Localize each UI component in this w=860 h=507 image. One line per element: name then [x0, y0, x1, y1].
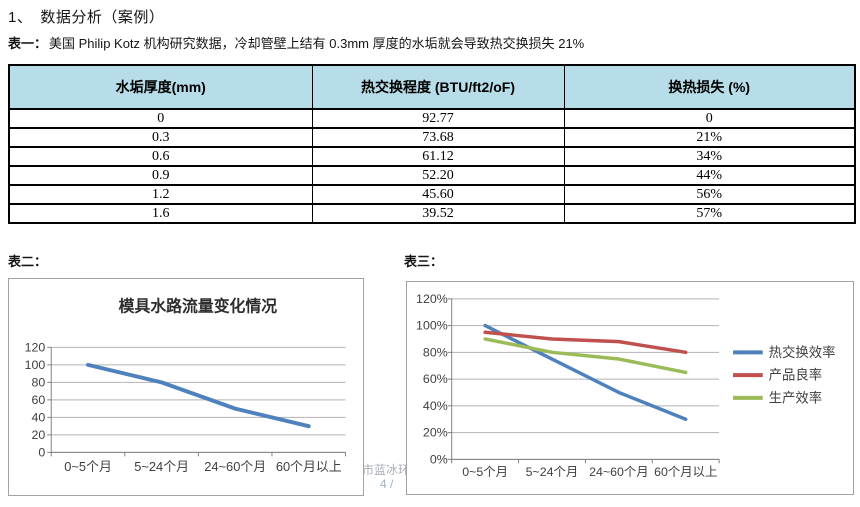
table1-caption: 表一： 美国 Philip Kotz 机构研究数据，冷却管壁上结有 0.3mm 厚… — [8, 33, 584, 52]
col-header-heat-loss: 换热损失 (%) — [563, 64, 856, 110]
efficiency-line-chart: 0% 20% 40% 60% 80% 100% 120% 0~5个月 5~24个月 24~60个月… — [416, 292, 836, 479]
table-cell: 61.12 — [311, 146, 565, 167]
svg-text:24~60个月: 24~60个月 — [589, 465, 649, 479]
table1-caption-text: 美国 Philip Kotz 机构研究数据，冷却管壁上结有 0.3mm 厚度的水… — [49, 36, 585, 51]
svg-text:120%: 120% — [416, 292, 448, 306]
svg-text:60%: 60% — [423, 372, 448, 386]
table-cell: 39.52 — [311, 203, 565, 224]
svg-text:0~5个月: 0~5个月 — [462, 465, 508, 479]
watermark-company-fragment: 市蓝冰环 — [362, 463, 411, 477]
table-cell: 21% — [563, 127, 856, 148]
svg-text:100: 100 — [25, 358, 46, 372]
table-cell: 1.6 — [8, 203, 313, 224]
water-flow-chart-panel: 0 20 40 60 80 100 120 0~5个月 5~24个月 24~60个月 60个月以上 模… — [8, 278, 364, 496]
table-cell: 0.9 — [8, 165, 313, 186]
svg-text:40%: 40% — [423, 399, 448, 413]
table-row: 1.2 45.60 56% — [8, 184, 856, 205]
table-cell: 45.60 — [311, 184, 565, 205]
svg-text:产品良率: 产品良率 — [769, 367, 822, 383]
watermark: 市蓝冰环 4 / — [362, 463, 410, 491]
watermark-page-fragment: 4 / — [380, 477, 394, 491]
svg-text:5~24个月: 5~24个月 — [134, 459, 189, 474]
svg-text:5~24个月: 5~24个月 — [526, 465, 579, 479]
svg-text:0~5个月: 0~5个月 — [64, 459, 112, 474]
table-cell: 52.20 — [311, 165, 565, 186]
page-title: 1、 数据分析（案例） — [8, 9, 165, 26]
col-header-scale-thickness: 水垢厚度(mm) — [8, 64, 313, 110]
svg-text:80: 80 — [32, 375, 46, 389]
svg-text:模具水路流量变化情况: 模具水路流量变化情况 — [119, 297, 278, 316]
table-row: 0.3 73.68 21% — [8, 127, 856, 148]
svg-text:生产效率: 生产效率 — [769, 389, 822, 405]
col-header-heat-exchange-degree: 热交换程度 (BTU/ft2/oF) — [311, 64, 565, 110]
table-cell: 0.3 — [8, 127, 313, 148]
table2-label: 表二： — [8, 254, 48, 269]
svg-text:120: 120 — [25, 340, 46, 354]
table-cell: 56% — [563, 184, 856, 205]
table1-label: 表一： — [8, 36, 48, 51]
table-row: 0.9 52.20 44% — [8, 165, 856, 186]
scale-thickness-table: 水垢厚度(mm) 热交换程度 (BTU/ft2/oF) 换热损失 (%) 0 92… — [8, 64, 856, 224]
table-row: 0.6 61.12 34% — [8, 146, 856, 167]
table-header-row: 水垢厚度(mm) 热交换程度 (BTU/ft2/oF) 换热损失 (%) — [8, 64, 856, 110]
svg-text:20: 20 — [32, 428, 46, 442]
table-row: 0 92.77 0 — [8, 108, 856, 129]
table-cell: 34% — [563, 146, 856, 167]
table-row: 1.6 39.52 57% — [8, 203, 856, 224]
svg-text:20%: 20% — [423, 426, 448, 440]
efficiency-chart-panel: 0% 20% 40% 60% 80% 100% 120% 0~5个月 5~24个月 24~60个月… — [406, 281, 854, 495]
svg-text:60个月以上: 60个月以上 — [276, 459, 342, 474]
svg-text:60个月以上: 60个月以上 — [654, 465, 717, 479]
water-flow-line-chart: 0 20 40 60 80 100 120 0~5个月 5~24个月 24~60个月 60个月以上 模… — [25, 297, 347, 474]
table-cell: 0.6 — [8, 146, 313, 167]
table-cell: 0 — [8, 108, 313, 129]
svg-text:24~60个月: 24~60个月 — [204, 459, 266, 474]
svg-text:100%: 100% — [416, 319, 448, 333]
table-cell: 1.2 — [8, 184, 313, 205]
svg-text:40: 40 — [32, 410, 46, 424]
table-body: 0 92.77 0 0.3 73.68 21% 0.6 61.12 34% 0.9 52.20 44%… — [8, 108, 856, 224]
table-cell: 44% — [563, 165, 856, 186]
table-cell: 92.77 — [311, 108, 565, 129]
table-cell: 0 — [563, 108, 856, 129]
svg-text:0%: 0% — [430, 452, 448, 466]
svg-text:60: 60 — [32, 393, 46, 407]
svg-text:0: 0 — [38, 445, 45, 459]
table-cell: 73.68 — [311, 127, 565, 148]
table-cell: 57% — [563, 203, 856, 224]
svg-text:热交换效率: 热交换效率 — [769, 344, 836, 360]
table3-label: 表三： — [404, 254, 444, 269]
svg-text:80%: 80% — [423, 345, 448, 359]
